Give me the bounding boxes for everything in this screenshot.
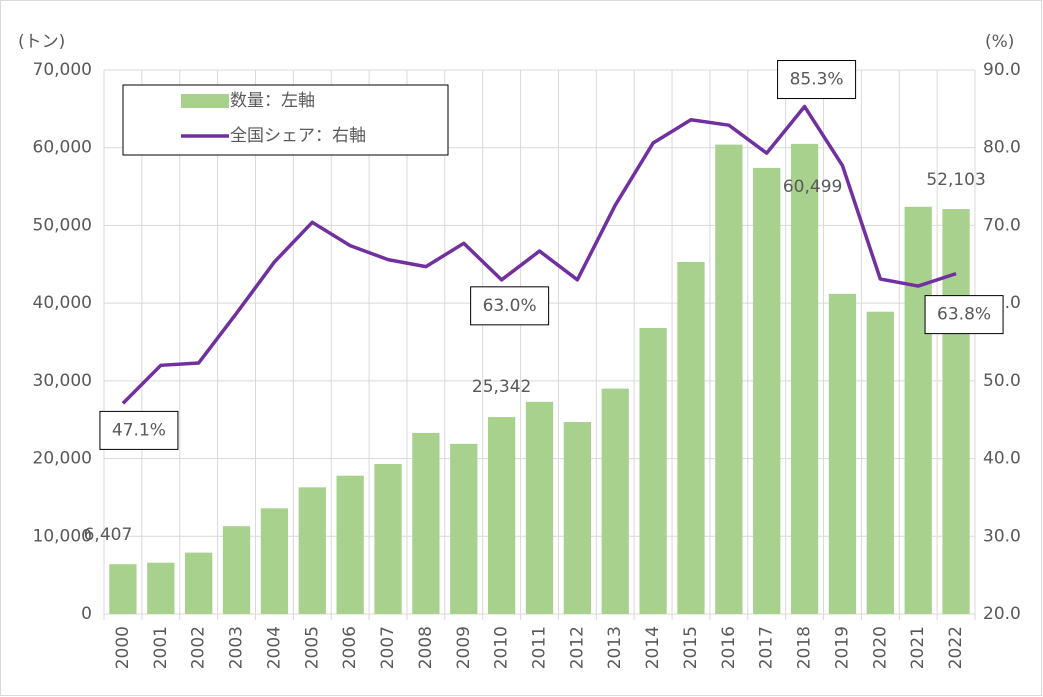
x-tick-label: 2022 — [946, 626, 966, 669]
bar — [828, 293, 857, 614]
line-value-label: 63.0% — [483, 296, 537, 316]
bar — [601, 388, 629, 614]
bar-value-label: 52,103 — [926, 170, 985, 190]
x-tick-label: 2017 — [757, 626, 777, 669]
bar — [450, 443, 478, 614]
legend-box — [122, 84, 449, 156]
y-tick-label: 20,000 — [33, 449, 92, 469]
x-tick-label: 2003 — [227, 626, 247, 669]
bar-value-label: 6,407 — [84, 525, 133, 545]
y-tick-label: 70,000 — [33, 60, 92, 80]
bar — [677, 261, 705, 614]
bar — [753, 167, 781, 615]
x-tick-label: 2012 — [567, 626, 587, 669]
bar — [715, 144, 743, 614]
line-value-label: 63.8% — [937, 305, 991, 325]
y2-axis-label: (%) — [985, 32, 1014, 52]
y-tick-label: 30,000 — [33, 371, 92, 391]
bar — [336, 475, 364, 614]
bar-value-label: 60,499 — [783, 177, 842, 197]
y-tick-label: 10,000 — [33, 526, 92, 546]
bar — [374, 464, 402, 614]
y-tick-label: 0 — [81, 604, 92, 624]
bar — [185, 552, 213, 614]
line — [121, 104, 957, 405]
bar — [412, 432, 440, 614]
bar — [222, 526, 251, 614]
bar — [487, 417, 516, 614]
y2-tick-label: 80.0 — [983, 138, 1021, 158]
x-tick-label: 2004 — [264, 626, 284, 669]
bar-value-label: 25,342 — [472, 377, 531, 397]
bar — [942, 209, 970, 614]
y-tick-label: 50,000 — [33, 215, 92, 235]
x-tick-label: 2018 — [795, 626, 815, 669]
legend-label: 数量：左軸 — [230, 91, 315, 111]
x-tick-label: 2008 — [416, 626, 436, 669]
line-label-box — [99, 410, 179, 450]
x-tick-label: 2015 — [681, 626, 701, 669]
x-tick-label: 2001 — [151, 626, 171, 669]
x-tick-label: 2006 — [340, 626, 360, 669]
x-tick-label: 2021 — [908, 626, 928, 669]
x-tick-label: 2011 — [530, 626, 550, 669]
bar — [109, 564, 137, 614]
bar — [639, 328, 667, 614]
y2-tick-label: 50.0 — [983, 371, 1021, 391]
legend-swatch — [181, 94, 229, 108]
x-tick-label: 2009 — [454, 626, 474, 669]
line-value-label: 85.3% — [790, 70, 844, 90]
line-label-box — [777, 60, 857, 100]
line-label-box — [924, 295, 1004, 335]
y2-tick-label: 30.0 — [983, 526, 1021, 546]
x-tick-label: 2000 — [113, 626, 133, 669]
y-tick-label: 40,000 — [33, 293, 92, 313]
line-value-label: 47.1% — [112, 420, 166, 440]
y2-tick-label: 70.0 — [983, 215, 1021, 235]
bar — [147, 562, 175, 614]
bar — [298, 487, 326, 614]
x-tick-label: 2002 — [189, 626, 209, 669]
legend-label: 全国シェア：右軸 — [230, 126, 366, 146]
bar — [525, 401, 554, 614]
y2-tick-label: 40.0 — [983, 449, 1021, 469]
line-label-box — [470, 286, 550, 326]
x-tick-label: 2020 — [870, 626, 890, 669]
y2-tick-label: 90.0 — [983, 60, 1021, 80]
bar — [904, 206, 932, 614]
bar — [563, 422, 592, 614]
y-tick-label: 60,000 — [33, 138, 92, 158]
x-tick-label: 2019 — [832, 626, 852, 669]
x-tick-label: 2010 — [492, 626, 512, 669]
x-tick-label: 2016 — [719, 626, 739, 669]
x-tick-label: 2014 — [643, 626, 663, 669]
bar — [790, 143, 819, 614]
y-axis-label: (トン) — [18, 32, 65, 52]
bar — [866, 311, 894, 614]
x-tick-label: 2005 — [302, 626, 322, 669]
x-tick-label: 2007 — [378, 626, 398, 669]
x-tick-label: 2013 — [605, 626, 625, 669]
y2-tick-label: 20.0 — [983, 604, 1021, 624]
bar — [260, 508, 289, 614]
